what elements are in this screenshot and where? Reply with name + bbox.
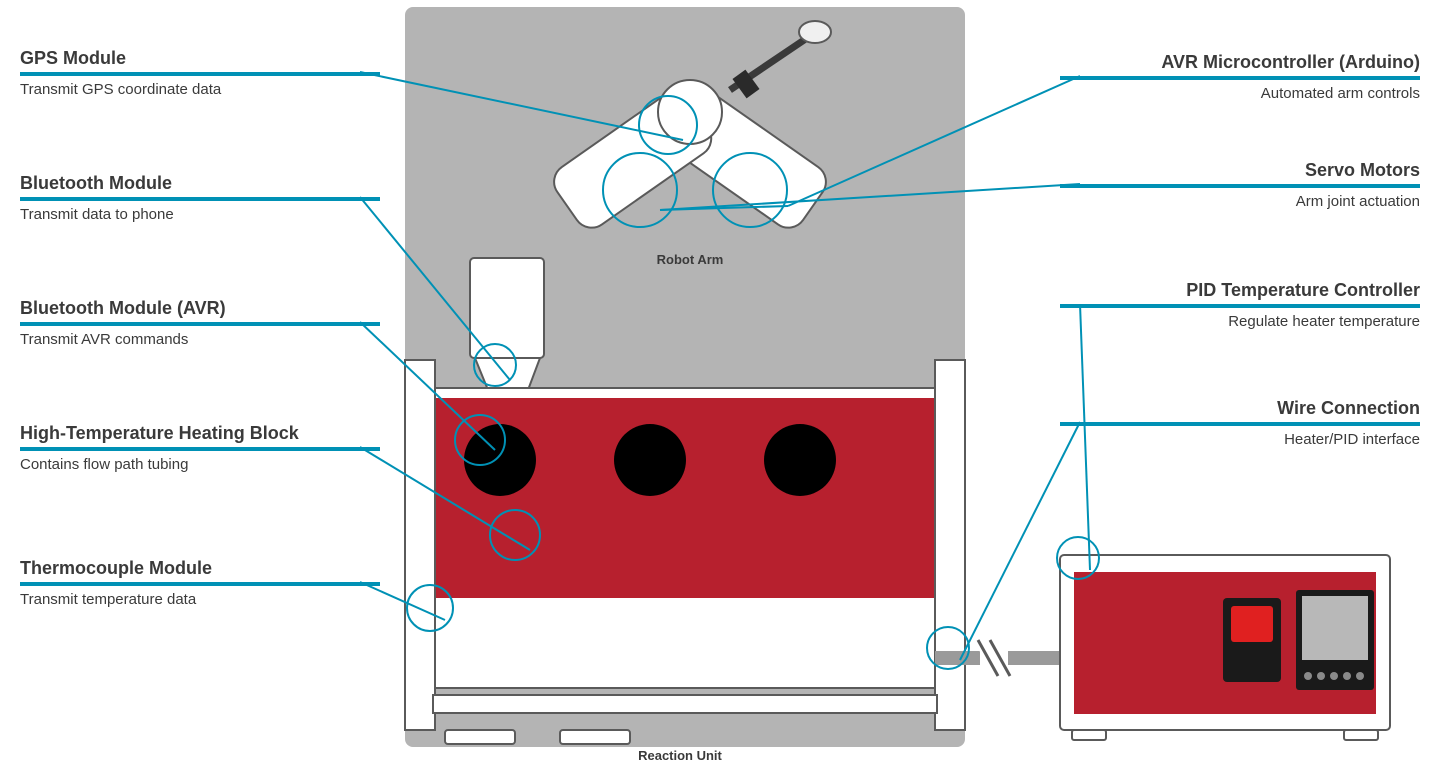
label-sub: Heater/PID interface [1060,431,1420,448]
label-rule [1060,76,1420,80]
label-sub: Transmit temperature data [20,591,380,608]
callout-servo-r [712,152,788,228]
label-title: Servo Motors [1060,160,1420,181]
label-sub: Transmit GPS coordinate data [20,81,380,98]
label-sub: Regulate heater temperature [1060,313,1420,330]
label-title: Thermocouple Module [20,558,380,579]
callout-thermo [406,584,454,632]
label-title: PID Temperature Controller [1060,280,1420,301]
label-right-1: Servo Motors Arm joint actuation [1060,160,1420,210]
label-rule [1060,184,1420,188]
callout-gps [638,95,698,155]
label-left-0: GPS Module Transmit GPS coordinate data [20,48,380,98]
callout-heatblock [489,509,541,561]
callout-bt [473,343,517,387]
label-title: High-Temperature Heating Block [20,423,380,444]
caption-reaction-unit: Reaction Unit [570,748,790,763]
callout-wire [926,626,970,670]
label-right-0: AVR Microcontroller (Arduino) Automated a… [1060,52,1420,102]
label-sub: Automated arm controls [1060,85,1420,102]
pid-controller [1060,555,1390,740]
label-title: Wire Connection [1060,398,1420,419]
label-sub: Transmit data to phone [20,206,380,223]
label-sub: Arm joint actuation [1060,193,1420,210]
label-rule [1060,422,1420,426]
label-sub: Transmit AVR commands [20,331,380,348]
label-right-2: PID Temperature Controller Regulate heate… [1060,280,1420,330]
label-title: AVR Microcontroller (Arduino) [1060,52,1420,73]
label-left-4: Thermocouple Module Transmit temperature … [20,558,380,608]
label-rule [20,447,380,451]
label-title: Bluetooth Module [20,173,380,194]
label-left-2: Bluetooth Module (AVR) Transmit AVR comma… [20,298,380,348]
label-rule [20,72,380,76]
callout-servo-l [602,152,678,228]
label-left-3: High-Temperature Heating Block Contains f… [20,423,380,473]
label-left-1: Bluetooth Module Transmit data to phone [20,173,380,223]
label-right-3: Wire Connection Heater/PID interface [1060,398,1420,448]
label-title: Bluetooth Module (AVR) [20,298,380,319]
callout-bt-avr [454,414,506,466]
label-title: GPS Module [20,48,380,69]
label-rule [20,322,380,326]
label-rule [20,197,380,201]
label-rule [20,582,380,586]
callout-pid [1056,536,1100,580]
caption-robot-arm: Robot Arm [600,252,780,267]
label-rule [1060,304,1420,308]
label-sub: Contains flow path tubing [20,456,380,473]
